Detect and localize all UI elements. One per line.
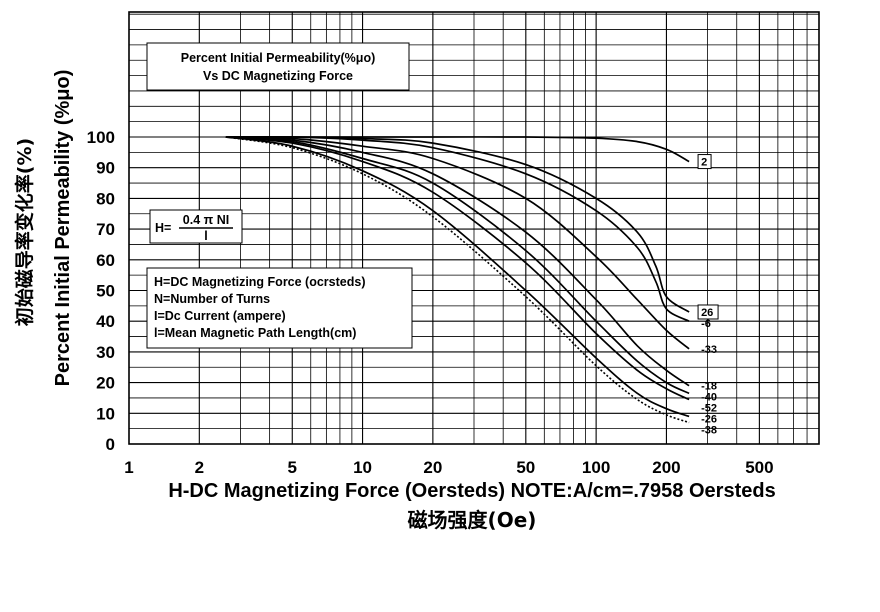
- x-axis-title: H-DC Magnetizing Force (Oersteds) NOTE:A…: [168, 480, 775, 502]
- series-label-box: [697, 304, 719, 320]
- definition-line-2: N=Number of Turns: [154, 292, 270, 306]
- series-lines: [225, 135, 690, 424]
- x-axis-ticks: 1 2 5 10 20 50 100 200 500: [124, 458, 773, 477]
- y-axis-title-cn: 初始磁导率变化率(%): [13, 138, 36, 326]
- series-labels: 2 26-6 -33 -18-40-52-26-38: [697, 154, 719, 437]
- y-tick-label: 90: [96, 159, 115, 178]
- series-label: -33: [701, 344, 717, 356]
- y-tick-label: 80: [96, 189, 115, 208]
- series-line-neg26: [225, 136, 690, 418]
- y-tick-label: 0: [106, 435, 115, 454]
- y-tick-label: 60: [96, 251, 115, 270]
- y-tick-label: 10: [96, 404, 115, 423]
- series-label: -40: [701, 392, 717, 404]
- series-line-neg40: [225, 136, 690, 395]
- formula-lhs: H=: [155, 221, 171, 235]
- x-tick-label: 5: [288, 458, 297, 477]
- y-tick-label: 20: [96, 374, 115, 393]
- y-tick-label: 50: [96, 282, 115, 301]
- definition-line-3: I=Dc Current (ampere): [154, 309, 286, 323]
- formula-numerator: 0.4 π NI: [183, 213, 229, 227]
- series-line-neg33: [225, 136, 690, 350]
- chart-title-line-1: Percent Initial Permeability(%μo): [181, 51, 376, 65]
- series-line-neg52: [225, 136, 690, 401]
- y-axis-ticks: 0 10 20 30 40 50 60 70 80 90 100: [87, 128, 115, 454]
- x-tick-label: 2: [195, 458, 204, 477]
- definition-line-4: l=Mean Magnetic Path Length(cm): [154, 326, 356, 340]
- x-tick-label: 100: [582, 458, 610, 477]
- series-label-box: [697, 154, 712, 170]
- x-tick-label: 20: [423, 458, 442, 477]
- title-box: Percent Initial Permeability(%μo) Vs DC …: [146, 42, 410, 91]
- series-label: -6: [701, 318, 711, 330]
- x-tick-label: 200: [652, 458, 680, 477]
- y-tick-label: 40: [96, 312, 115, 331]
- y-tick-label: 70: [96, 220, 115, 239]
- series-label: -38: [701, 425, 717, 437]
- formula-denominator: l: [204, 229, 207, 243]
- x-tick-label: 10: [353, 458, 372, 477]
- x-tick-label: 500: [745, 458, 773, 477]
- series-label: 26: [701, 307, 713, 319]
- series-label: -52: [701, 403, 717, 415]
- chart-title-line-2: Vs DC Magnetizing Force: [203, 69, 353, 83]
- y-tick-label: 30: [96, 343, 115, 362]
- definitions-box: H=DC Magnetizing Force (ocrsteds) N=Numb…: [146, 267, 413, 349]
- series-label: -18: [701, 381, 717, 393]
- definition-line-1: H=DC Magnetizing Force (ocrsteds): [154, 275, 366, 289]
- series-line-neg18: [225, 136, 690, 387]
- formula-box: H= 0.4 π NI l: [149, 209, 243, 244]
- y-axis-title: Percent Initial Permeability (%μo): [52, 70, 74, 387]
- series-label: -26: [701, 414, 717, 426]
- series-line-neg6: [225, 135, 690, 322]
- x-axis-title-cn: 磁场强度(Oe): [408, 508, 537, 532]
- x-tick-label: 50: [516, 458, 535, 477]
- series-line-neg38: [225, 136, 690, 424]
- x-tick-label: 1: [124, 458, 133, 477]
- y-tick-label: 100: [87, 128, 115, 147]
- series-label: 2: [701, 157, 707, 169]
